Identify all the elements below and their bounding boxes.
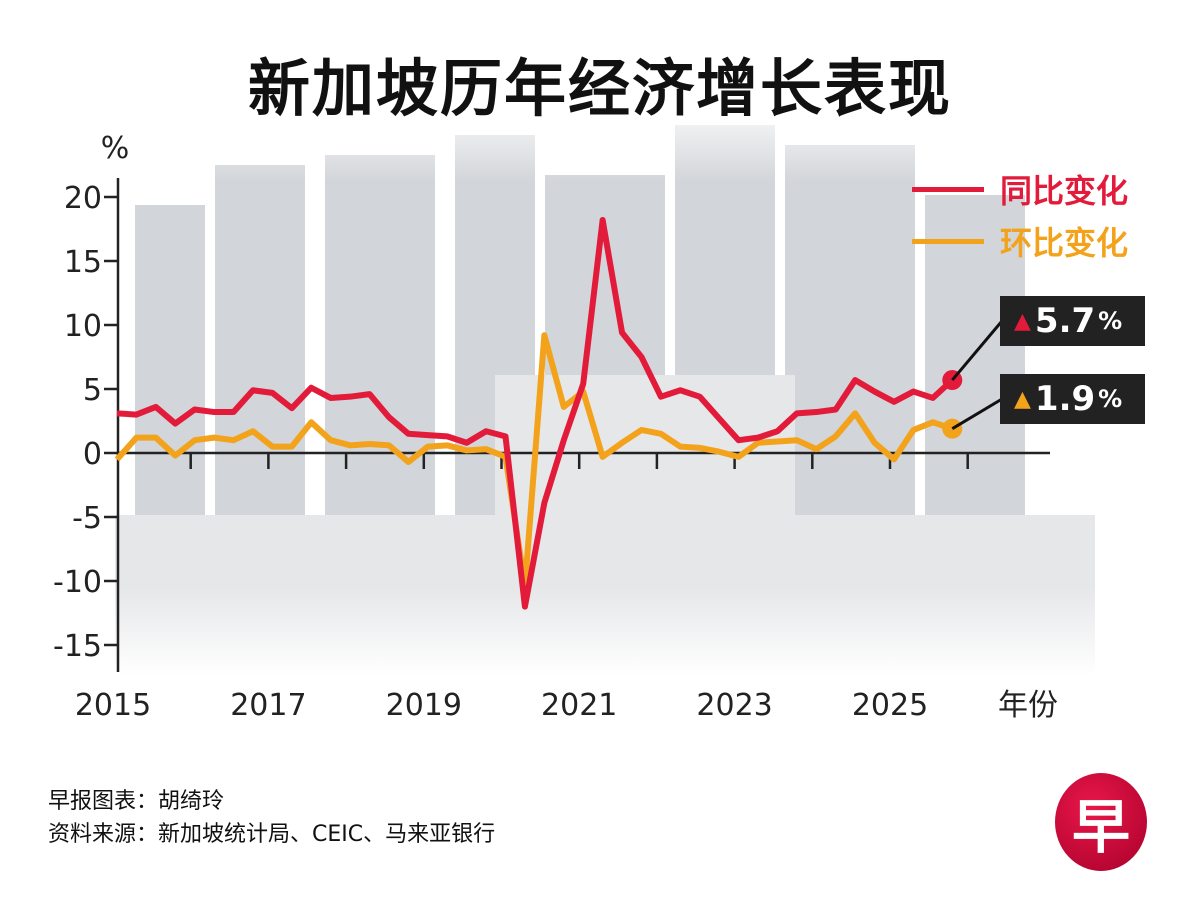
callout-yoy-unit: %: [1098, 307, 1123, 335]
x-axis-label: 年份: [998, 688, 1058, 723]
legend-item-yoy: 同比变化: [912, 166, 1128, 212]
logo-glyph: 早: [1071, 793, 1130, 861]
callout-yoy-latest: ▲ 5.7 %: [1000, 296, 1145, 346]
callout-pointer: [951, 397, 1003, 430]
x-tick-label: 2021: [541, 688, 617, 723]
chart-credit: 早报图表：胡绮玲: [48, 789, 225, 814]
callout-qoq-value: 1.9: [1034, 379, 1096, 419]
y-tick-label: -15: [53, 629, 102, 664]
background-photo: [115, 95, 1095, 675]
y-tick-label: 15: [64, 245, 102, 280]
legend-swatch-qoq: [912, 238, 984, 244]
callout-yoy-value: 5.7: [1034, 301, 1096, 341]
legend-label-yoy: 同比变化: [1000, 172, 1129, 210]
x-tick-label: 2019: [386, 688, 462, 723]
legend-swatch-yoy: [912, 186, 984, 192]
x-tick-label: 2025: [852, 688, 928, 723]
legend-label-qoq: 环比变化: [1000, 224, 1129, 262]
series-line-yoy: [116, 217, 955, 610]
callout-qoq-unit: %: [1098, 385, 1123, 413]
series-line-qoq: [114, 332, 954, 590]
chart-title: 新加坡历年经济增长表现: [247, 52, 952, 125]
triangle-up-icon: ▲: [1014, 308, 1031, 334]
zaobao-logo: 早: [1055, 773, 1147, 871]
y-tick-label: 20: [64, 181, 102, 216]
x-tick-label: 2023: [696, 688, 772, 723]
callout-pointer: [951, 320, 1004, 382]
y-tick-label: 0: [83, 437, 102, 472]
callout-qoq-latest: ▲ 1.9 %: [1000, 374, 1145, 424]
x-tick-label: 2017: [230, 688, 306, 723]
y-tick-label: -10: [53, 565, 102, 600]
y-axis-label: %: [101, 131, 130, 166]
y-tick-label: -5: [72, 501, 102, 536]
x-tick-label: 2015: [75, 688, 151, 723]
y-tick-label: 5: [83, 373, 102, 408]
triangle-up-icon: ▲: [1014, 386, 1031, 412]
legend-item-qoq: 环比变化: [912, 218, 1128, 264]
y-tick-label: 10: [64, 309, 102, 344]
data-source: 资料来源：新加坡统计局、CEIC、马来亚银行: [48, 822, 496, 847]
city-skyline-backdrop: [115, 95, 1095, 675]
